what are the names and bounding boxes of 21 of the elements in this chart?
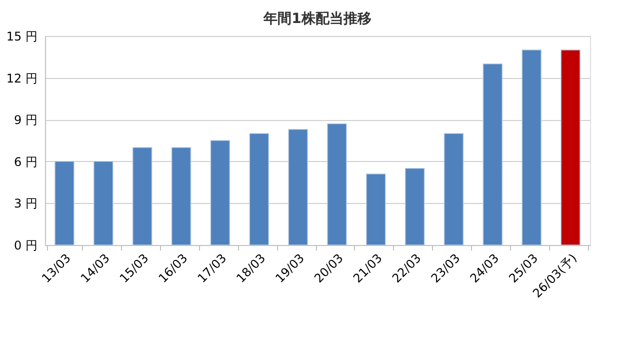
bar (482, 63, 503, 246)
chart-title: 年間1株配当推移 (262, 11, 372, 27)
bar (93, 161, 114, 246)
y-tick-label: 6 円 (14, 154, 38, 169)
bar (522, 50, 542, 246)
bar (288, 128, 308, 246)
bar (171, 147, 192, 246)
bar (444, 133, 464, 246)
bar (54, 161, 74, 246)
bar (404, 168, 425, 246)
bar (210, 140, 230, 246)
y-tick-label: 9 円 (14, 113, 38, 128)
bar (249, 133, 270, 246)
bar (327, 123, 347, 246)
bar (560, 50, 580, 246)
y-tick-label: 3 円 (14, 196, 38, 211)
bar (132, 147, 152, 246)
bar (366, 174, 386, 246)
y-tick-label: 0 円 (14, 238, 38, 252)
y-tick-label: 15 円 (6, 30, 38, 44)
y-tick-label: 12 円 (6, 71, 38, 86)
